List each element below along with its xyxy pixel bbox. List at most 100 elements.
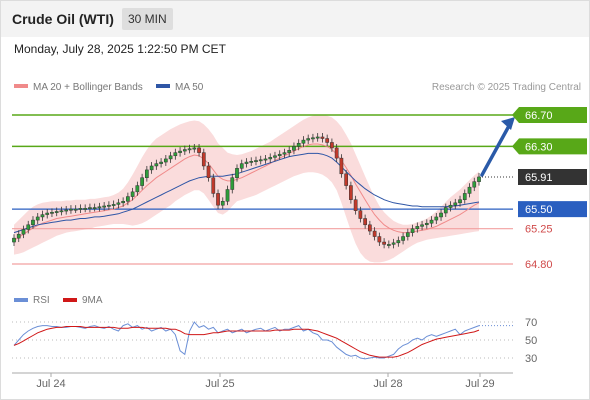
candle-body [368,224,372,232]
candle [244,158,249,168]
candle-body [225,189,230,202]
candle [311,133,315,143]
candle-body [73,208,78,211]
candle [334,144,339,163]
candle [330,138,334,152]
candle-body [192,147,197,150]
candle [363,214,367,229]
candle-body [391,242,396,245]
rsi-tick-label: 30 [525,353,537,365]
candle-body [396,240,401,244]
level-label-box [518,201,587,218]
candle-body [149,165,154,171]
candle [230,173,235,194]
candle-body [268,157,273,160]
candle-body [363,218,367,226]
candle-body [216,193,220,206]
candle-body [88,207,92,209]
candle-body [320,136,325,139]
candle-body [21,229,26,235]
candle [126,192,130,206]
candle-body [206,165,211,178]
candle-body [107,204,111,207]
candle-body [358,210,363,219]
timestamp-label: Monday, July 28, 2025 1:22:50 PM CET [14,42,226,56]
candle-body [301,139,306,144]
candle [282,148,287,159]
candlesticks [12,133,481,249]
candle-body [258,159,263,162]
candle [111,200,116,210]
candle [320,133,325,143]
arrow-head [501,117,515,130]
level-label-65.50: 65.50 [518,201,587,218]
level-label-text: 64.80 [525,259,553,271]
candle [277,150,282,160]
candle [40,210,45,221]
candle-body [443,207,448,214]
candle-body [121,201,125,204]
candle [140,173,144,190]
candle [448,201,453,212]
candle [88,203,92,213]
candle [415,222,420,233]
moving-average-lines [13,143,480,241]
candle-body [458,199,462,204]
candle-body [277,153,282,157]
candle [405,228,410,241]
candle-body [325,138,330,143]
candle-body [111,204,116,206]
bollinger-band-area [14,115,479,263]
candle-body [220,201,225,206]
candle [121,197,125,207]
candle [168,151,173,163]
candle-body [296,142,301,147]
candle-body [344,173,348,186]
level-label-text: 65.25 [525,224,553,236]
candle [339,154,344,178]
x-tick-label: Jul 29 [465,378,494,390]
interval-button[interactable]: 30 MIN [122,8,173,30]
candle-body [401,236,405,241]
candle-body [254,160,258,162]
candle [477,173,481,186]
candle-body [386,244,391,246]
level-label-64.80: 64.80 [525,259,553,271]
candle [458,195,462,207]
candle-body [349,185,353,200]
candle-body [201,152,206,167]
candle-body [410,228,415,233]
candle [182,145,187,155]
candle [31,216,35,229]
candle-body [477,176,481,182]
candle-body [50,211,54,214]
main-legend: MA 20 + Bollinger Bands MA 50 Research ©… [14,82,581,93]
candle [107,201,111,210]
level-label-text: 66.70 [525,110,553,122]
candle-body [439,212,443,218]
candle [453,198,458,210]
candle-body [339,157,344,175]
level-label-box [512,107,587,123]
candle-body [116,202,121,205]
candle [216,189,220,210]
candle-body [187,148,192,151]
level-label-text: 65.50 [525,204,553,216]
candle [239,159,244,173]
candle-body [140,177,144,186]
level-label-text: 66.30 [525,141,553,153]
candle-body [31,219,35,226]
candle-body [434,216,439,221]
rsi-legend-swatch [14,298,28,302]
candle [424,219,429,229]
candle [45,209,50,219]
candle-body [59,210,64,213]
candle [102,202,107,211]
candle [206,162,211,182]
candle [173,148,178,160]
candle [268,153,273,163]
candle [145,165,149,182]
candle-body [415,226,420,229]
